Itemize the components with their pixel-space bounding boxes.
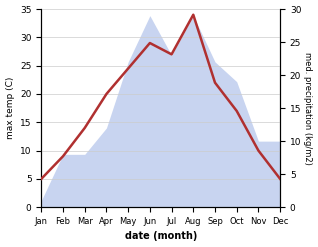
X-axis label: date (month): date (month) [125, 231, 197, 242]
Y-axis label: med. precipitation (kg/m2): med. precipitation (kg/m2) [303, 52, 313, 165]
Y-axis label: max temp (C): max temp (C) [5, 77, 15, 139]
